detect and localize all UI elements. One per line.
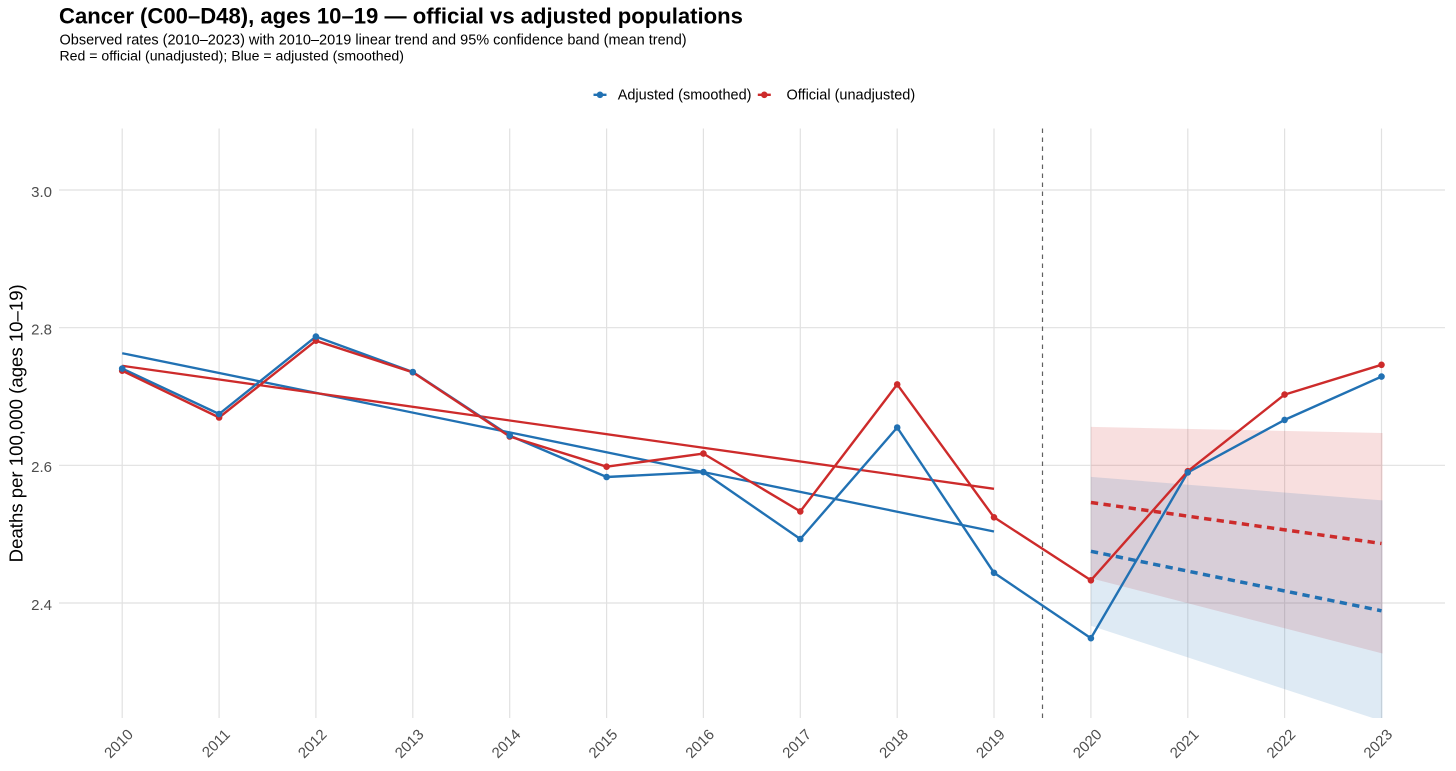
svg-text:Official (unadjusted): Official (unadjusted) xyxy=(787,88,916,104)
svg-text:Observed rates (2010–2023) wit: Observed rates (2010–2023) with 2010–201… xyxy=(60,32,687,48)
svg-text:Cancer (C00–D48), ages 10–19 —: Cancer (C00–D48), ages 10–19 — official … xyxy=(59,3,743,28)
svg-text:Red = official (unadjusted); B: Red = official (unadjusted); Blue = adju… xyxy=(60,48,404,64)
svg-text:2.8: 2.8 xyxy=(31,322,52,339)
svg-text:Adjusted (smoothed): Adjusted (smoothed) xyxy=(618,88,752,104)
svg-text:2.6: 2.6 xyxy=(31,459,52,476)
svg-text:3.0: 3.0 xyxy=(31,184,52,201)
svg-text:2.4: 2.4 xyxy=(31,597,52,614)
svg-text:Deaths per 100,000 (ages 10–19: Deaths per 100,000 (ages 10–19) xyxy=(6,284,27,562)
